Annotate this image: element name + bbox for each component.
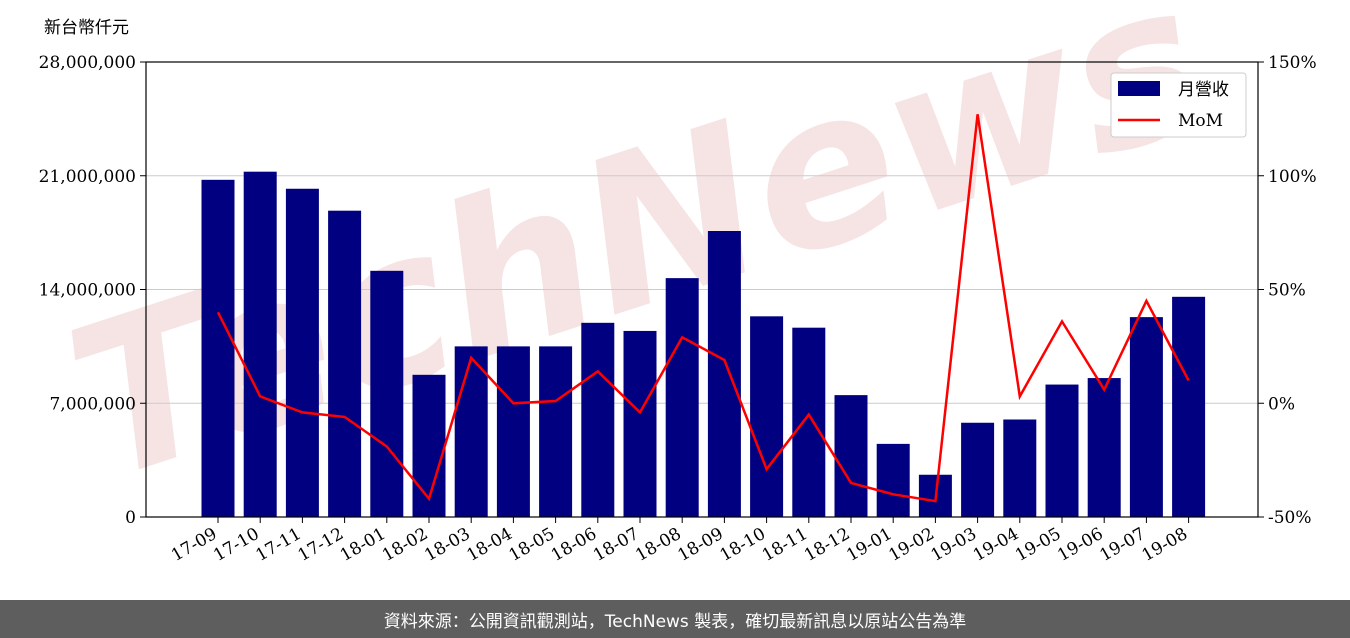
revenue-chart: TechNews 新台幣仟元 07,000,00014,000,00021,00… — [39, 0, 1317, 566]
bar-18-11 — [792, 327, 826, 517]
bar-18-09 — [707, 231, 741, 517]
x-tick-label: 17-11 — [252, 524, 304, 566]
legend-bar-swatch — [1118, 81, 1160, 96]
bar-19-03 — [961, 422, 995, 517]
x-tick-label: 18-05 — [506, 524, 558, 566]
legend-label-revenue: 月營收 — [1178, 80, 1229, 100]
x-tick-label: 19-07 — [1096, 524, 1148, 566]
legend-label-mom: MoM — [1178, 111, 1223, 131]
bar-18-01 — [370, 270, 404, 517]
bar-19-07 — [1129, 317, 1163, 517]
x-tick-label: 18-02 — [379, 524, 431, 566]
bar-18-08 — [665, 278, 699, 517]
bar-17-09 — [201, 179, 235, 517]
bar-19-01 — [876, 443, 910, 517]
right-tick-label: 100% — [1268, 167, 1317, 187]
bar-18-12 — [834, 395, 868, 517]
x-tick-label: 18-10 — [717, 524, 769, 566]
x-tick-label: 19-05 — [1012, 524, 1064, 566]
x-tick-label: 18-09 — [674, 524, 726, 566]
right-tick-label: 0% — [1268, 394, 1295, 414]
x-tick-label: 19-02 — [885, 524, 937, 566]
x-axis: 17-0917-1017-1117-1218-0118-0218-0318-04… — [168, 517, 1191, 566]
x-tick-label: 18-11 — [759, 524, 811, 566]
bar-18-02 — [412, 374, 446, 517]
legend: 月營收 MoM — [1110, 72, 1247, 138]
bar-18-06 — [581, 322, 615, 517]
x-tick-label: 17-10 — [210, 524, 262, 566]
bar-19-06 — [1087, 378, 1121, 517]
right-tick-label: 150% — [1268, 53, 1317, 73]
x-tick-label: 18-07 — [590, 524, 642, 566]
mom-line — [216, 114, 1190, 503]
left-tick-label: 0 — [125, 508, 136, 528]
left-tick-label: 14,000,000 — [39, 281, 136, 301]
left-axis: 0 7,000,000 14,000,000 21,000,000 28,000,000 — [39, 53, 146, 528]
right-tick-label: 50% — [1268, 281, 1306, 301]
x-tick-label: 18-03 — [421, 524, 473, 566]
x-tick-label: 18-01 — [337, 524, 389, 566]
left-tick-label: 28,000,000 — [39, 53, 136, 73]
bar-19-04 — [1003, 419, 1037, 517]
source-text: 資料來源：公開資訊觀測站，TechNews 製表，確切最新訊息以原站公告為準 — [383, 611, 967, 632]
bar-18-07 — [623, 330, 657, 517]
bar-19-05 — [1045, 384, 1079, 517]
x-tick-label: 17-09 — [168, 524, 220, 566]
x-tick-label: 19-06 — [1054, 524, 1106, 566]
y-axis-title: 新台幣仟元 — [44, 18, 129, 38]
x-tick-label: 18-06 — [548, 524, 600, 566]
x-tick-label: 18-12 — [801, 524, 853, 566]
bar-19-08 — [1172, 296, 1206, 517]
bar-18-04 — [496, 346, 530, 517]
bar-17-10 — [243, 171, 277, 517]
bar-17-11 — [285, 188, 319, 517]
x-tick-label: 19-01 — [843, 524, 895, 566]
right-axis: -50% 0% 50% 100% 150% — [1258, 53, 1317, 528]
x-tick-label: 19-04 — [970, 524, 1022, 566]
x-tick-label: 18-04 — [463, 524, 515, 566]
left-tick-label: 7,000,000 — [49, 394, 136, 414]
x-tick-label: 17-12 — [295, 524, 347, 566]
right-tick-label: -50% — [1268, 508, 1312, 528]
x-tick-label: 19-08 — [1139, 524, 1191, 566]
source-footer: 資料來源：公開資訊觀測站，TechNews 製表，確切最新訊息以原站公告為準 — [0, 600, 1350, 638]
left-tick-label: 21,000,000 — [39, 167, 136, 187]
x-tick-label: 18-08 — [632, 524, 684, 566]
bar-18-03 — [454, 346, 488, 517]
bar-17-12 — [328, 210, 362, 517]
x-tick-label: 19-03 — [928, 524, 980, 566]
bar-18-05 — [539, 346, 573, 517]
bar-series — [201, 171, 1206, 517]
bar-18-10 — [750, 316, 784, 517]
